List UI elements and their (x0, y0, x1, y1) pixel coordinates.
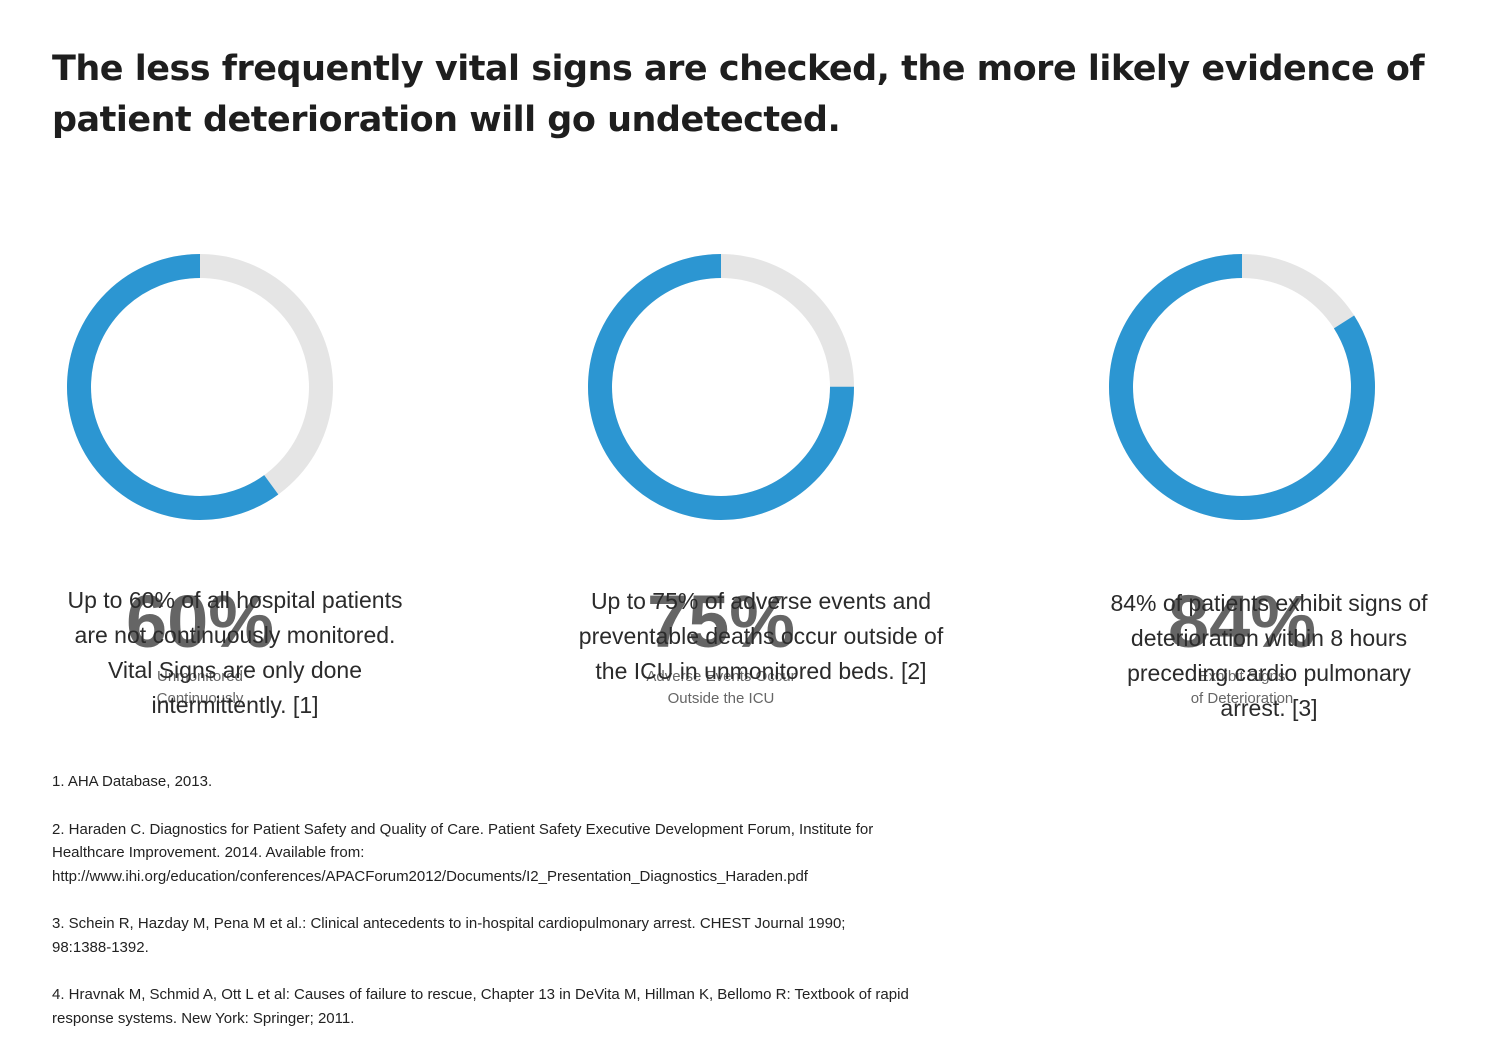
reference-line: 2. Haraden C. Diagnostics for Patient Sa… (52, 820, 874, 838)
donut-caption-line-1: Adverse Events Occur (646, 668, 796, 685)
reference-link[interactable]: http://www.ihi.org/education/conferences… (52, 867, 808, 885)
reference-line: response systems. New York: Springer; 20… (52, 1009, 355, 1027)
reference-line: 1. AHA Database, 2013. (52, 773, 213, 790)
description-line: arrest. [3] (1220, 695, 1318, 721)
donut-value-arc (1109, 254, 1375, 520)
donut-value-arc (588, 254, 854, 520)
donut-chart-2 (588, 254, 854, 520)
description-line: Vital Signs are only done (107, 657, 363, 683)
description-line: intermittently. [1] (151, 692, 319, 718)
description-line: 84% of patients exhibit signs of (1110, 590, 1428, 616)
donut-center-value: 60% (125, 580, 275, 663)
description-line: are not continuously monitored. (74, 622, 396, 648)
donut-center-value: 75% (646, 580, 796, 663)
reference-item: 3. Schein R, Hazday M, Pena M et al.: Cl… (52, 912, 1052, 959)
reference-item: 1. AHA Database, 2013. (52, 770, 1052, 794)
description-line: Up to 75% of adverse events and (590, 588, 932, 614)
title-line-2: patient deterioration will go undetected… (52, 100, 841, 140)
reference-line: Healthcare Improvement. 2014. Available … (52, 844, 365, 861)
donut-caption-line-1: Unmonitored (157, 668, 243, 685)
reference-line: 98:1388-1392. (52, 938, 149, 956)
donut-caption-line-2: of Deterioration (1190, 690, 1294, 707)
reference-line: 3. Schein R, Hazday M, Pena M et al.: Cl… (52, 915, 846, 932)
page-title: The less frequently vital signs are chec… (52, 44, 1452, 146)
donut-caption-line-1: Exhibit Signs (1198, 668, 1286, 685)
description-line: Up to 60% of all hospital patients (67, 587, 403, 613)
donut-center-value: 84% (1167, 580, 1317, 663)
donut-caption-line-2: Continuously (156, 690, 244, 707)
reference-line: 4. Hravnak M, Schmid A, Ott L et al: Cau… (52, 986, 909, 1003)
reference-item: 4. Hravnak M, Schmid A, Ott L et al: Cau… (52, 983, 1052, 1030)
title-line-1: The less frequently vital signs are chec… (52, 49, 1425, 89)
donut-chart-1 (67, 254, 333, 520)
stat-description-2: Up to 75% of adverse events and preventa… (541, 584, 981, 689)
references: 1. AHA Database, 2013. 2. Haraden C. Dia… (52, 770, 1052, 1054)
description-line: preventable deaths occur outside of (578, 623, 944, 649)
donut-chart-3 (1109, 254, 1375, 520)
description-line: the ICU in unmonitored beds. [2] (595, 658, 927, 684)
reference-item: 2. Haraden C. Diagnostics for Patient Sa… (52, 818, 1052, 889)
description-line: deterioration within 8 hours (1130, 625, 1408, 651)
description-line: preceding cardio pulmonary (1127, 660, 1411, 686)
stat-description-1: Up to 60% of all hospital patients are n… (15, 583, 455, 723)
donut-value-arc (67, 254, 333, 520)
stat-description-3: 84% of patients exhibit signs of deterio… (1049, 586, 1489, 726)
donut-caption-line-2: Outside the ICU (667, 690, 775, 707)
